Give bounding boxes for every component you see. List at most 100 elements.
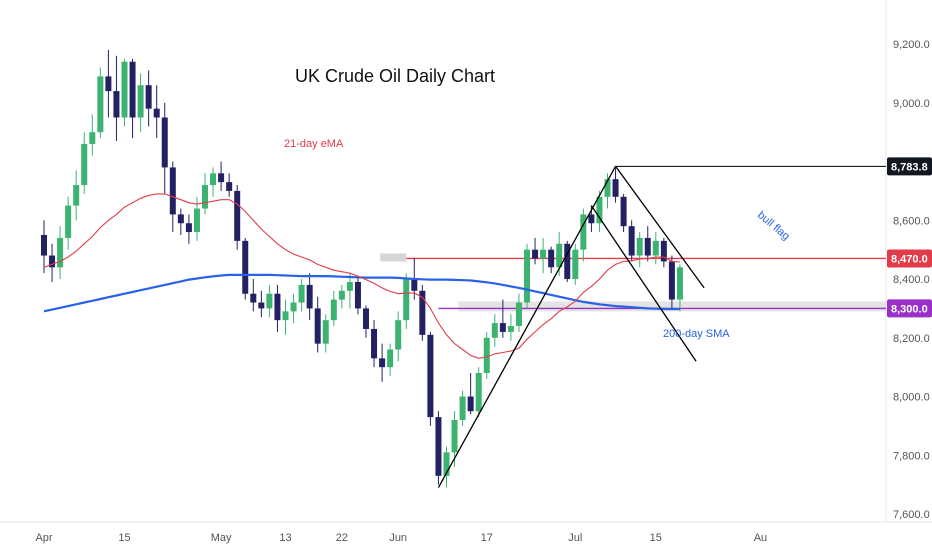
x-tick-label: 17 <box>481 532 493 544</box>
candle-body <box>524 249 530 303</box>
price-tag: 8,300.0 <box>887 299 932 318</box>
candle-body <box>226 182 233 191</box>
candle-body <box>556 243 563 268</box>
candle <box>548 246 555 274</box>
price-tag-bg <box>887 299 932 318</box>
candle <box>668 255 675 309</box>
candle-body <box>57 237 64 268</box>
candle <box>387 343 394 376</box>
ema-annotation: 21-day eMA <box>284 138 344 150</box>
candle <box>580 208 587 262</box>
candle-body <box>97 76 104 133</box>
candle-body <box>459 396 466 421</box>
candle-body <box>620 196 627 227</box>
candle <box>290 293 297 324</box>
candle-body <box>371 328 378 359</box>
candle-body <box>65 205 72 238</box>
candle <box>226 173 233 197</box>
candle <box>427 331 434 426</box>
candle <box>346 273 353 309</box>
candle-body <box>491 323 498 338</box>
price-axis: 7,600.0 7,800.0 8,000.0 8,200.0 8,400.0 8,600… <box>893 39 930 521</box>
price-tag: 8,470.0 <box>887 249 932 268</box>
candle <box>483 331 490 379</box>
candle-body <box>467 396 474 412</box>
candle <box>443 446 450 488</box>
candle <box>419 284 426 341</box>
candle-body <box>145 85 152 109</box>
sma-annotation: 200-day SMA <box>663 328 730 340</box>
x-tick-label: Jul <box>568 532 582 544</box>
x-tick-label: 15 <box>118 532 130 544</box>
candle <box>395 311 402 362</box>
candle <box>596 190 603 233</box>
y-tick-label: 7,800.0 <box>893 450 930 462</box>
candle-body <box>161 117 168 168</box>
candle <box>322 314 329 353</box>
candle-body <box>242 240 249 294</box>
x-tick-label: 22 <box>336 532 348 544</box>
candle-body <box>676 267 683 300</box>
candle-body <box>515 302 522 327</box>
candle <box>202 173 208 215</box>
candle <box>371 320 378 368</box>
candle <box>363 305 369 338</box>
candle-body <box>177 214 184 224</box>
candle-body <box>604 179 611 197</box>
candle <box>250 279 257 312</box>
candle <box>499 299 506 338</box>
candle <box>330 290 337 327</box>
candle-body <box>81 143 88 186</box>
candle <box>41 220 47 274</box>
candle <box>572 243 579 285</box>
candle <box>354 276 361 315</box>
trend-line <box>615 165 705 289</box>
candle <box>628 220 635 262</box>
candle-body <box>572 249 579 280</box>
candle-body <box>636 237 643 256</box>
candle <box>306 273 313 321</box>
candle-body <box>129 61 136 118</box>
candle-body <box>588 214 595 224</box>
candle-body <box>435 417 442 476</box>
candle <box>338 284 345 309</box>
candle-body <box>250 293 257 303</box>
candle <box>129 58 136 139</box>
candle-body <box>363 308 369 329</box>
candle <box>73 170 80 221</box>
candle-body <box>41 234 47 256</box>
candle <box>676 264 683 312</box>
candle-body <box>290 302 297 312</box>
candle-body <box>660 240 667 262</box>
candle <box>97 67 104 139</box>
candle-body <box>49 255 56 268</box>
candle <box>121 58 128 127</box>
candle <box>620 193 627 233</box>
candle <box>218 161 225 191</box>
candle <box>274 284 281 332</box>
candle <box>113 55 120 142</box>
candle <box>242 237 249 300</box>
price-tag-label: 8,470.0 <box>891 253 928 265</box>
candle-body <box>185 223 192 233</box>
candle <box>282 299 289 335</box>
candle-body <box>419 290 426 335</box>
candle-body <box>153 108 160 118</box>
candle-body <box>89 132 96 144</box>
candle-body <box>395 320 402 350</box>
candle <box>161 102 168 194</box>
candle <box>153 85 160 139</box>
candlestick-series <box>41 49 683 488</box>
candle <box>81 132 88 194</box>
y-tick-label: 8,400.0 <box>893 274 930 286</box>
resistance-zone <box>380 253 407 262</box>
candle <box>185 214 192 244</box>
candle <box>467 373 474 415</box>
candle-body <box>314 308 321 344</box>
candle <box>540 237 547 274</box>
candle <box>459 390 466 426</box>
plot-background <box>0 0 932 523</box>
candle-body <box>137 85 144 118</box>
price-tag-label: 8,300.0 <box>891 303 928 315</box>
candle-body <box>113 91 120 118</box>
